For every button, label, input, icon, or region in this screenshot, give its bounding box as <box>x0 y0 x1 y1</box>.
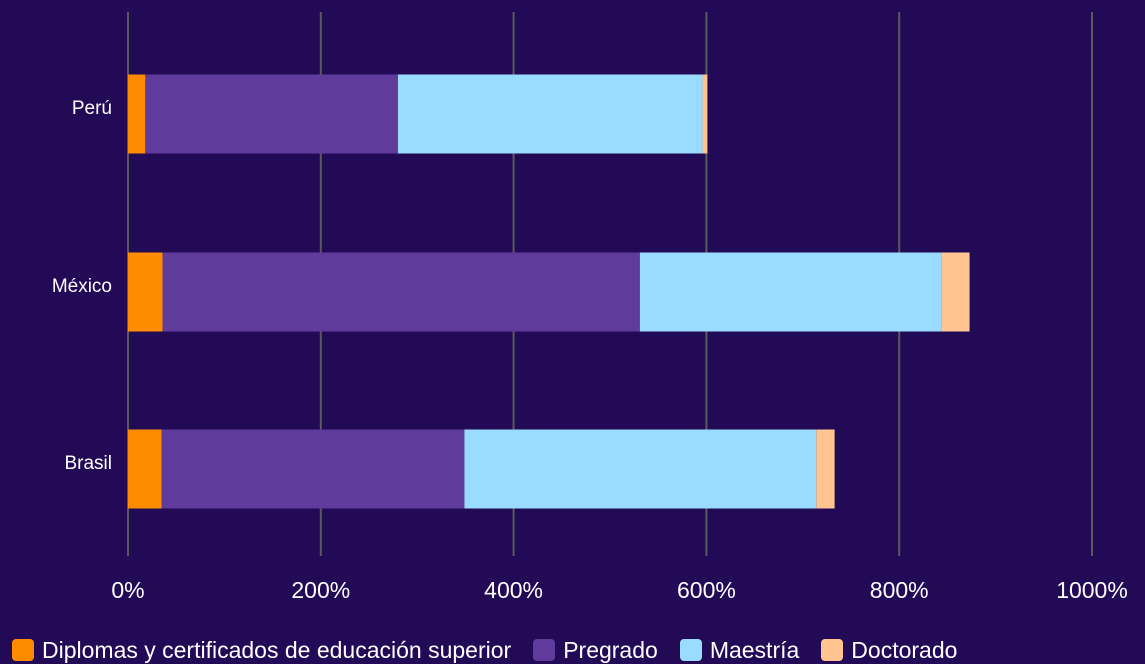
legend-label-diplomas: Diplomas y certificados de educación sup… <box>42 636 512 663</box>
legend-item-diplomas: Diplomas y certificados de educación sup… <box>12 637 511 664</box>
legend-item-pregrado: Pregrado <box>533 637 658 664</box>
x-tick-label: 600% <box>677 577 736 603</box>
x-tick-label: 0% <box>111 577 144 603</box>
y-category-label: México <box>52 276 112 297</box>
x-tick-label: 800% <box>870 577 929 603</box>
legend-item-doctorado: Doctorado <box>821 637 957 664</box>
legend: Diplomas y certificados de educación sup… <box>12 636 957 664</box>
x-tick-label: 1000% <box>1056 577 1128 603</box>
bar-segment <box>145 74 398 154</box>
bar-segment <box>128 74 146 154</box>
legend-swatch-pregrado <box>533 639 556 661</box>
y-category-label: Brasil <box>64 453 112 474</box>
bar-segment <box>161 429 465 509</box>
legend-swatch-maestria <box>679 639 702 661</box>
bar-segment <box>941 252 970 332</box>
bar-segment <box>702 74 708 154</box>
chart-plot: 0% 200% 400% 600% 800% 1000% Perú México Brasil <box>52 12 1128 603</box>
bar-segment <box>162 252 640 332</box>
legend-swatch-diplomas <box>12 639 34 661</box>
y-category-label: Perú <box>72 98 112 119</box>
bar-segment <box>464 429 817 509</box>
legend-label-maestria: Maestría <box>709 636 800 663</box>
bar-segment <box>128 429 162 509</box>
legend-swatch-doctorado <box>821 639 844 661</box>
legend-label-pregrado: Pregrado <box>563 636 658 663</box>
bar-segment <box>397 74 703 154</box>
x-tick-label: 200% <box>291 577 350 603</box>
legend-label-doctorado: Doctorado <box>851 636 958 663</box>
bar-segment <box>816 429 835 509</box>
legend-item-maestria: Maestría <box>679 636 800 664</box>
x-tick-label: 400% <box>484 577 543 603</box>
bar-segment <box>128 252 163 332</box>
bar-segment <box>639 252 942 332</box>
